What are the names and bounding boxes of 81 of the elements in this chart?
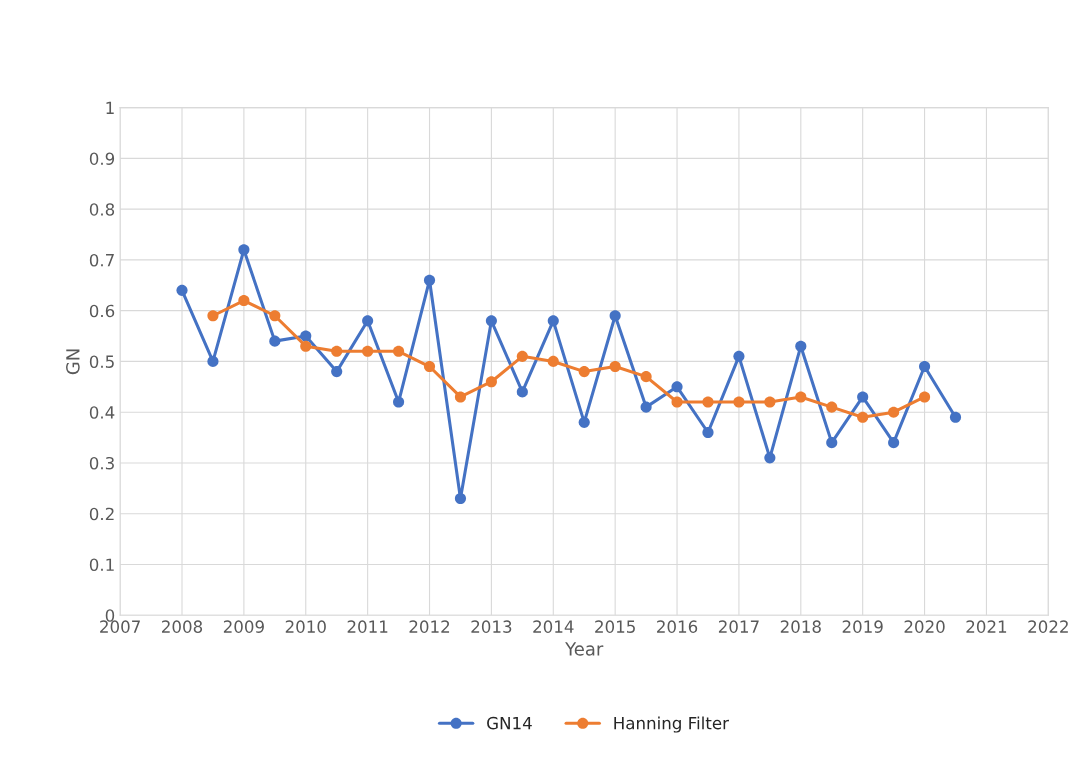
point (547, 355, 559, 367)
x-tick-label: 2016 (657, 620, 698, 633)
point (269, 335, 281, 347)
point (362, 345, 374, 357)
point (331, 345, 343, 357)
point (888, 406, 900, 418)
x-tick-label: 2013 (471, 620, 512, 633)
point (857, 391, 869, 403)
point (331, 366, 343, 378)
y-tick-label: 0.3 (89, 456, 114, 470)
point (919, 360, 931, 373)
y-tick-label: 0.7 (89, 253, 114, 267)
x-tick-label: 2021 (966, 620, 1007, 633)
point (671, 381, 683, 393)
x-tick-label: 2009 (223, 620, 264, 633)
point (857, 411, 869, 423)
x-tick-label: 2019 (842, 620, 883, 633)
point (362, 315, 374, 327)
y-tick-label: 0.5 (89, 355, 114, 368)
y-tick-label: 0.8 (89, 203, 115, 216)
point (393, 396, 405, 408)
x-tick-label: 2010 (285, 620, 326, 633)
point (423, 274, 436, 286)
point (578, 366, 590, 378)
x-tick-label: 2007 (100, 620, 140, 633)
point (702, 396, 714, 408)
x-tick-label: 2015 (595, 620, 635, 633)
point (733, 396, 745, 408)
point (454, 492, 467, 505)
y-tick-label: 0.2 (89, 507, 114, 521)
x-tick-label: 2018 (780, 620, 821, 633)
point (454, 391, 467, 403)
point (207, 310, 219, 322)
point (764, 452, 776, 464)
point (547, 315, 559, 327)
point (949, 411, 962, 423)
point (671, 396, 683, 408)
point (733, 350, 745, 362)
point (393, 345, 405, 357)
y-tick-label: 1 (106, 101, 114, 114)
y-tick-label: 0.1 (89, 558, 114, 572)
point (640, 401, 652, 413)
x-axis-title: Year (565, 642, 604, 656)
point (702, 426, 714, 439)
point (485, 376, 497, 388)
legend-label: Hanning Filter (614, 716, 729, 733)
point (300, 340, 312, 352)
y-axis-title: GN (66, 349, 80, 375)
x-tick-label: 2011 (347, 620, 388, 633)
y-tick-label: 0 (105, 609, 115, 622)
point (888, 437, 900, 449)
point (826, 437, 838, 449)
point (269, 310, 281, 322)
legend-label: GN14 (487, 716, 532, 730)
y-tick-label: 0.6 (89, 304, 115, 318)
point (609, 310, 621, 322)
point (423, 360, 436, 373)
point (516, 386, 528, 398)
point (207, 355, 219, 367)
point (176, 284, 188, 296)
x-tick-label: 2008 (162, 620, 203, 633)
point (238, 244, 250, 256)
point (795, 391, 807, 403)
point (826, 401, 838, 413)
point (300, 330, 312, 342)
point (609, 360, 621, 373)
point (578, 416, 590, 428)
x-tick-label: 2020 (904, 620, 945, 633)
point (516, 350, 528, 362)
y-tick-label: 0.9 (89, 152, 115, 165)
x-tick-label: 2022 (1028, 620, 1068, 633)
point (485, 315, 497, 327)
x-tick-label: 2014 (533, 620, 574, 633)
y-tick-label: 0.4 (89, 406, 115, 419)
x-tick-label: 2012 (409, 620, 450, 633)
x-tick-label: 2017 (718, 620, 759, 633)
point (764, 396, 776, 408)
point (795, 340, 807, 352)
point (919, 391, 931, 403)
point (640, 371, 652, 383)
point (238, 294, 250, 307)
